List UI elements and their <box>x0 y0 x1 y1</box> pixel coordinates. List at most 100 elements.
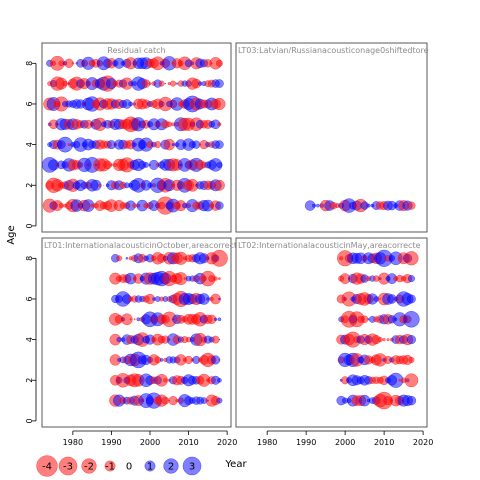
y-tick-label: 2 <box>25 378 34 383</box>
legend-bubble <box>104 460 116 472</box>
bubble-point <box>216 397 223 404</box>
bubble-point <box>213 276 218 281</box>
panel-title: LT03:Latvian/Russianacousticonage0shifte… <box>238 46 429 55</box>
bubble-point <box>197 81 203 86</box>
y-tick-label: 2 <box>25 183 34 188</box>
x-axis-right: 1980 1990 2000 2010 2020 <box>257 430 433 447</box>
bubble-point <box>210 249 228 267</box>
legend-label: -1 <box>105 462 115 473</box>
x-tick-label: 1980 <box>63 438 83 447</box>
y-tick-label: 4 <box>25 142 34 147</box>
bubble-point <box>128 101 134 107</box>
bubble-point <box>125 256 129 260</box>
x-tick-label: 1990 <box>101 438 121 447</box>
bubble-point <box>133 318 136 321</box>
panel-1: Residual catch <box>41 42 232 233</box>
bubble-point <box>404 251 419 266</box>
bubble-point <box>403 311 420 328</box>
x-tick-label: 2010 <box>374 438 394 447</box>
y-axis-label: Age <box>6 225 17 244</box>
bubble-point <box>170 80 177 87</box>
y-axis-bottom: 0 2 4 6 8 <box>25 256 37 423</box>
bubble-point <box>129 318 132 321</box>
bubble-point <box>218 297 221 301</box>
bubble-point <box>143 161 150 168</box>
bubble-point <box>103 184 105 186</box>
bubble-point <box>109 163 113 167</box>
bubble-point <box>211 335 220 344</box>
bubbles <box>336 249 420 410</box>
legend-label: -2 <box>84 462 94 473</box>
bubble-point <box>218 338 221 341</box>
bubble-point <box>366 203 371 208</box>
bubble-point <box>210 293 221 305</box>
bubble-point <box>166 121 173 128</box>
panel-title: LT02:InternationalacousticinMay,areacorr… <box>238 241 421 250</box>
x-axis-label: Year <box>224 459 247 470</box>
bubble-point <box>183 277 186 280</box>
bubble-point <box>217 277 221 281</box>
bubble-point <box>217 377 222 383</box>
bubble-point <box>215 59 223 67</box>
panel-title: Residual catch <box>107 46 165 55</box>
bubble-point <box>213 179 225 191</box>
bubble-point <box>164 82 167 85</box>
panel-frame <box>235 42 428 233</box>
panel-frame <box>41 237 232 428</box>
legend-label: -3 <box>63 462 73 473</box>
legend-bubble <box>163 458 179 474</box>
bubble-point <box>213 97 226 111</box>
bubble-point <box>215 201 224 210</box>
bubble-point <box>161 396 170 405</box>
bubble-point <box>132 203 137 208</box>
bubble-point <box>155 374 168 387</box>
legend-bubble <box>144 460 156 472</box>
bubble-point <box>163 378 168 383</box>
legend-label: 2 <box>168 462 174 473</box>
bubbles <box>304 198 416 213</box>
y-tick-label: 6 <box>25 101 34 106</box>
bubble-point <box>159 358 164 362</box>
bubble-point <box>408 356 415 363</box>
legend-bubble <box>182 456 202 476</box>
y-tick-label: 8 <box>25 61 34 66</box>
x-tick-label: 2000 <box>335 438 355 447</box>
bubble-point <box>407 275 415 283</box>
bubble-point <box>386 338 390 342</box>
legend-label: -4 <box>42 462 52 473</box>
bubble-point <box>215 140 224 149</box>
x-tick-label: 2010 <box>178 438 198 447</box>
bubble-point <box>215 79 224 88</box>
legend-label: 0 <box>126 462 132 473</box>
x-tick-label: 2020 <box>413 438 433 447</box>
bubbles <box>108 249 228 409</box>
bubble-point <box>216 161 223 168</box>
legend: -4 -3 -2 -1 0 1 2 3 <box>36 455 202 477</box>
y-tick-label: 0 <box>25 418 34 423</box>
y-tick-label: 8 <box>25 256 34 261</box>
bubble-point <box>406 395 417 406</box>
bubble-point <box>62 80 68 87</box>
panel-3: LT01:InternationalacousticinOctober,area… <box>41 237 242 428</box>
bubble-point <box>116 255 123 262</box>
bubble-point <box>171 143 175 147</box>
bubble-point <box>71 62 75 65</box>
panel-title: LT01:InternationalacousticinOctober,area… <box>44 241 242 250</box>
panels-group: Residual catch LT03:Latvian/Russianacoust… <box>41 42 429 428</box>
x-tick-label: 1980 <box>257 438 277 447</box>
bubble-point <box>377 336 383 343</box>
axes-group: 0 2 4 6 8 0 2 4 6 8 1980 1990 2000 2010 2020 1980 1990 20… <box>25 61 433 447</box>
bubble-point <box>217 122 222 127</box>
bubble-point <box>154 141 162 149</box>
bubble-point <box>175 82 179 85</box>
bubble-point <box>218 358 221 361</box>
panel-2: LT03:Latvian/Russianacousticonage0shifte… <box>235 42 429 233</box>
legend-bubble <box>58 456 78 476</box>
y-axis-top: 0 2 4 6 8 <box>25 61 37 228</box>
legend-bubble <box>81 458 97 474</box>
bubble-point <box>398 379 401 382</box>
bubble-point <box>217 317 222 322</box>
bubble-point <box>407 201 416 210</box>
legend-label: 3 <box>189 462 195 473</box>
